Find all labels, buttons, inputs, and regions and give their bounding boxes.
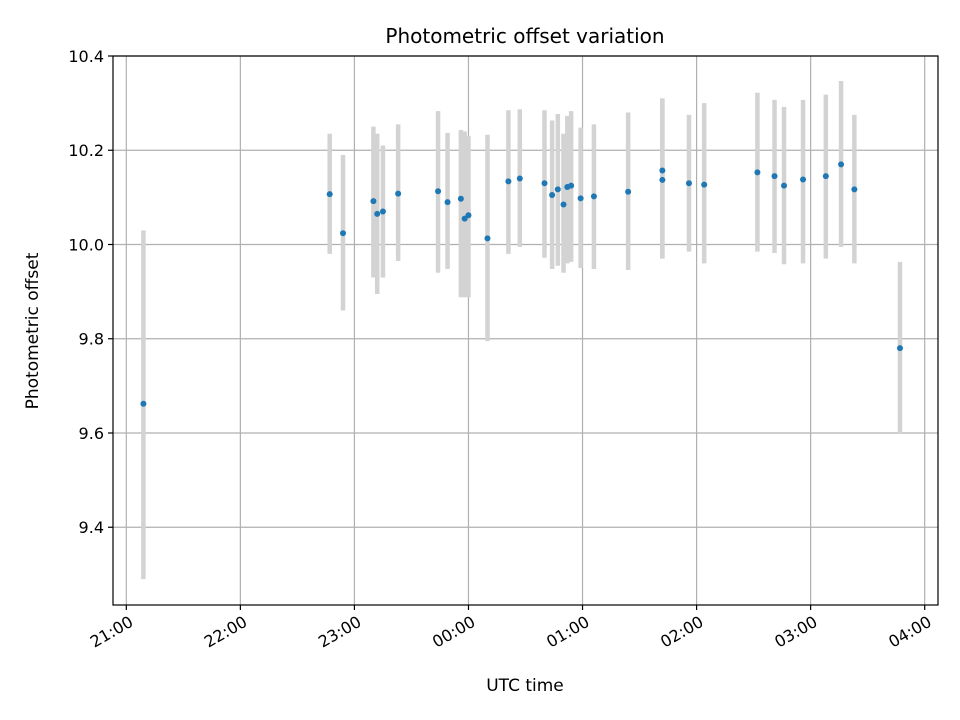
- data-point: [444, 199, 451, 206]
- data-point: [577, 195, 584, 202]
- plot-frame: [112, 55, 939, 606]
- data-point: [838, 161, 845, 168]
- y-tick-label: 10.0: [68, 235, 104, 254]
- y-tick-label: 9.8: [79, 330, 104, 349]
- data-point: [781, 182, 788, 189]
- data-point: [590, 193, 597, 200]
- data-point: [771, 173, 778, 180]
- data-point: [516, 175, 523, 182]
- data-point: [659, 167, 666, 174]
- y-tick-label: 10.2: [68, 141, 104, 160]
- data-point: [140, 400, 147, 407]
- data-point: [395, 190, 402, 197]
- data-point: [554, 186, 561, 193]
- point-layer: [140, 161, 903, 407]
- data-point: [851, 186, 858, 193]
- data-point: [549, 192, 556, 199]
- y-axis-label: Photometric offset: [23, 252, 43, 409]
- data-point: [505, 178, 512, 185]
- data-point: [379, 208, 386, 215]
- data-point: [685, 180, 692, 187]
- x-axis-label: UTC time: [486, 676, 564, 696]
- data-point: [435, 188, 442, 195]
- data-point: [896, 345, 903, 352]
- data-point: [541, 180, 548, 187]
- data-point: [800, 176, 807, 183]
- data-point: [465, 212, 472, 219]
- data-point: [374, 210, 381, 217]
- data-point: [560, 201, 567, 208]
- data-point: [340, 230, 347, 237]
- data-point: [568, 182, 575, 189]
- chart-title: Photometric offset variation: [385, 24, 664, 48]
- y-tick-label: 9.4: [79, 518, 104, 537]
- data-point: [326, 191, 333, 198]
- data-point: [754, 169, 761, 176]
- data-point: [457, 195, 464, 202]
- data-point: [701, 181, 708, 188]
- data-point: [484, 235, 491, 242]
- data-point: [370, 198, 377, 205]
- y-tick-label: 9.6: [79, 424, 104, 443]
- data-point: [625, 188, 632, 195]
- y-tick-label: 10.4: [68, 47, 104, 66]
- data-point: [822, 173, 829, 180]
- data-point: [659, 176, 666, 183]
